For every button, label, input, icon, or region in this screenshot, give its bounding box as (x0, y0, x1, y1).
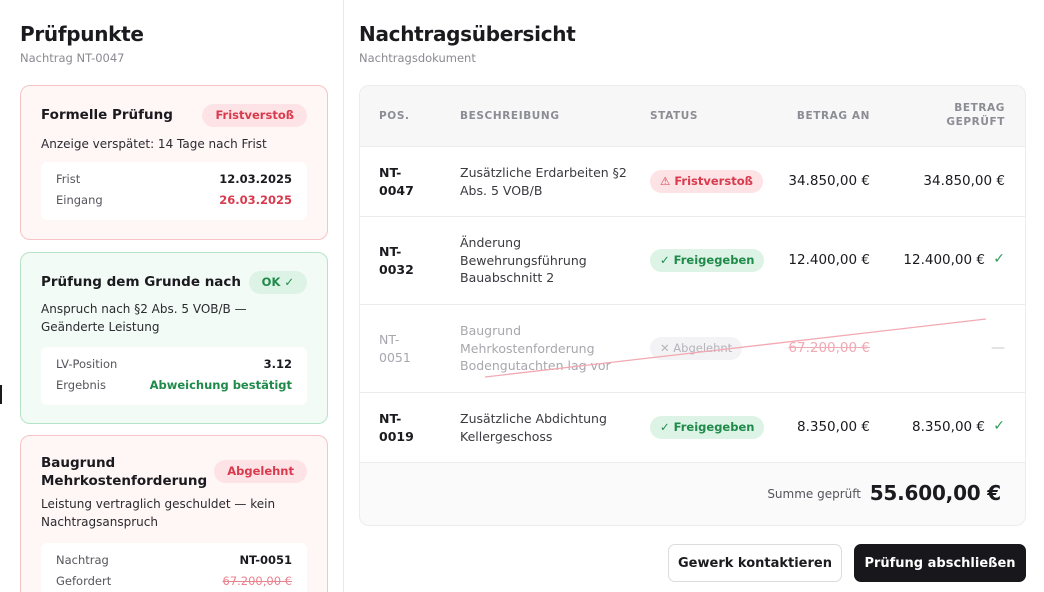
detail-value: 26.03.2025 (219, 193, 292, 207)
row-pos: NT-0032 (379, 244, 414, 277)
table-row[interactable]: NT-0032 Änderung Bewehrungsführung Bauab… (360, 217, 1025, 305)
row-amount-checked: 34.850,00 € (923, 173, 1005, 189)
detail-value: Abweichung bestätigt (149, 378, 292, 392)
detail-label: Frist (56, 172, 81, 186)
detail-label: LV-Position (56, 357, 118, 371)
column-header-description: BESCHREIBUNG (460, 110, 560, 122)
row-description: Zusätzliche Erdarbeiten §2 Abs. 5 VOB/B (460, 165, 627, 198)
row-pos: NT-0047 (379, 165, 414, 198)
row-description: Änderung Bewehrungsführung Bauabschnitt … (460, 235, 587, 285)
table-header: POS. BESCHREIBUNG STATUS BETRAG AN BETRA… (360, 86, 1025, 147)
row-description: Zusätzliche Abdichtung Kellergeschoss (460, 411, 607, 444)
status-badge: Fristverstoß (202, 104, 307, 127)
row-description: Baugrund Mehrkostenforderung Bodengutach… (460, 323, 611, 373)
row-amount-requested: 34.850,00 € (788, 173, 870, 189)
row-amount-requested: 12.400,00 € (788, 252, 870, 268)
card-description: Anspruch nach §2 Abs. 5 VOB/B — Geändert… (41, 302, 247, 334)
sum-label: Summe geprüft (767, 487, 861, 501)
check-card-basis[interactable]: Prüfung dem Grunde nach OK ✓ Anspruch na… (20, 252, 328, 424)
detail-value: NT-0051 (239, 553, 292, 567)
card-details: LV-Position 3.12 Ergebnis Abweichung bes… (41, 347, 307, 405)
panel-title: Prüfpunkte (20, 22, 144, 46)
column-header-pos: POS. (379, 110, 410, 122)
finish-review-button[interactable]: Prüfung abschließen (854, 544, 1026, 582)
contact-trade-button[interactable]: Gewerk kontaktieren (668, 544, 842, 582)
row-pos: NT-0019 (379, 411, 414, 444)
row-status-badge: ✓ Freigegeben (650, 249, 765, 272)
column-header-amount-requested: BETRAG AN (796, 110, 870, 122)
card-title: Baugrund Mehrkostenforderung (41, 455, 208, 489)
supplement-table: POS. BESCHREIBUNG STATUS BETRAG AN BETRA… (359, 85, 1026, 526)
card-title: Prüfung dem Grunde nach (41, 274, 242, 290)
page-subtitle: Nachtragsdokument (359, 51, 476, 65)
detail-label: Nachtrag (56, 553, 109, 567)
row-status-badge: ✕ Abgelehnt (650, 337, 743, 360)
column-header-amount-checked: BETRAG GEPRÜFT (946, 102, 1005, 128)
detail-value: 12.03.2025 (219, 172, 292, 186)
check-card-formal[interactable]: Formelle Prüfung Fristverstoß Anzeige ve… (20, 85, 328, 240)
detail-label: Eingang (56, 193, 103, 207)
check-card-ground[interactable]: Baugrund Mehrkostenforderung Abgelehnt L… (20, 435, 328, 592)
status-badge: Abgelehnt (214, 460, 307, 483)
card-details: Frist 12.03.2025 Eingang 26.03.2025 (41, 162, 307, 220)
row-amount-checked: 8.350,00 € (912, 419, 985, 435)
detail-label: Gefordert (56, 574, 112, 588)
status-badge: OK ✓ (248, 271, 307, 294)
card-title: Formelle Prüfung (41, 107, 173, 123)
page-title: Nachtragsübersicht (359, 22, 576, 46)
row-amount-requested: 8.350,00 € (797, 419, 870, 435)
table-row[interactable]: NT-0051 Baugrund Mehrkostenforderung Bod… (360, 305, 1025, 393)
table-row[interactable]: NT-0047 Zusätzliche Erdarbeiten §2 Abs. … (360, 147, 1025, 217)
detail-label: Ergebnis (56, 378, 106, 392)
detail-value: 67.200,00 € (222, 574, 293, 588)
row-amount-requested: 67.200,00 € (788, 340, 870, 356)
sum-value: 55.600,00 € (869, 481, 1001, 505)
table-row[interactable]: NT-0019 Zusätzliche Abdichtung Kellerges… (360, 393, 1025, 463)
row-amount-checked: — (991, 340, 1005, 356)
checkpoints-panel: Prüfpunkte Nachtrag NT-0047 Formelle Prü… (0, 0, 344, 592)
row-status-badge: ✓ Freigegeben (650, 416, 765, 439)
approved-check-icon: ✓ (993, 418, 1005, 434)
card-description: Anzeige verspätet: 14 Tage nach Frist (41, 137, 267, 151)
panel-subtitle: Nachtrag NT-0047 (20, 51, 125, 65)
card-details: Nachtrag NT-0051 Gefordert 67.200,00 € (41, 543, 307, 592)
row-pos: NT-0051 (379, 332, 411, 365)
row-status-badge: ⚠ Fristverstoß (650, 170, 763, 193)
approved-check-icon: ✓ (993, 251, 1005, 267)
row-amount-checked: 12.400,00 € (903, 252, 985, 268)
detail-row: LV-Position 3.12 (56, 357, 292, 371)
resize-handle[interactable] (0, 385, 2, 404)
detail-row: Nachtrag NT-0051 (56, 553, 292, 567)
detail-value: 3.12 (263, 357, 292, 371)
column-header-status: STATUS (650, 110, 699, 122)
detail-row: Eingang 26.03.2025 (56, 193, 292, 207)
detail-row: Ergebnis Abweichung bestätigt (56, 378, 292, 392)
detail-row: Frist 12.03.2025 (56, 172, 292, 186)
card-description: Leistung vertraglich geschuldet — kein N… (41, 497, 276, 529)
detail-row: Gefordert 67.200,00 € (56, 574, 292, 588)
